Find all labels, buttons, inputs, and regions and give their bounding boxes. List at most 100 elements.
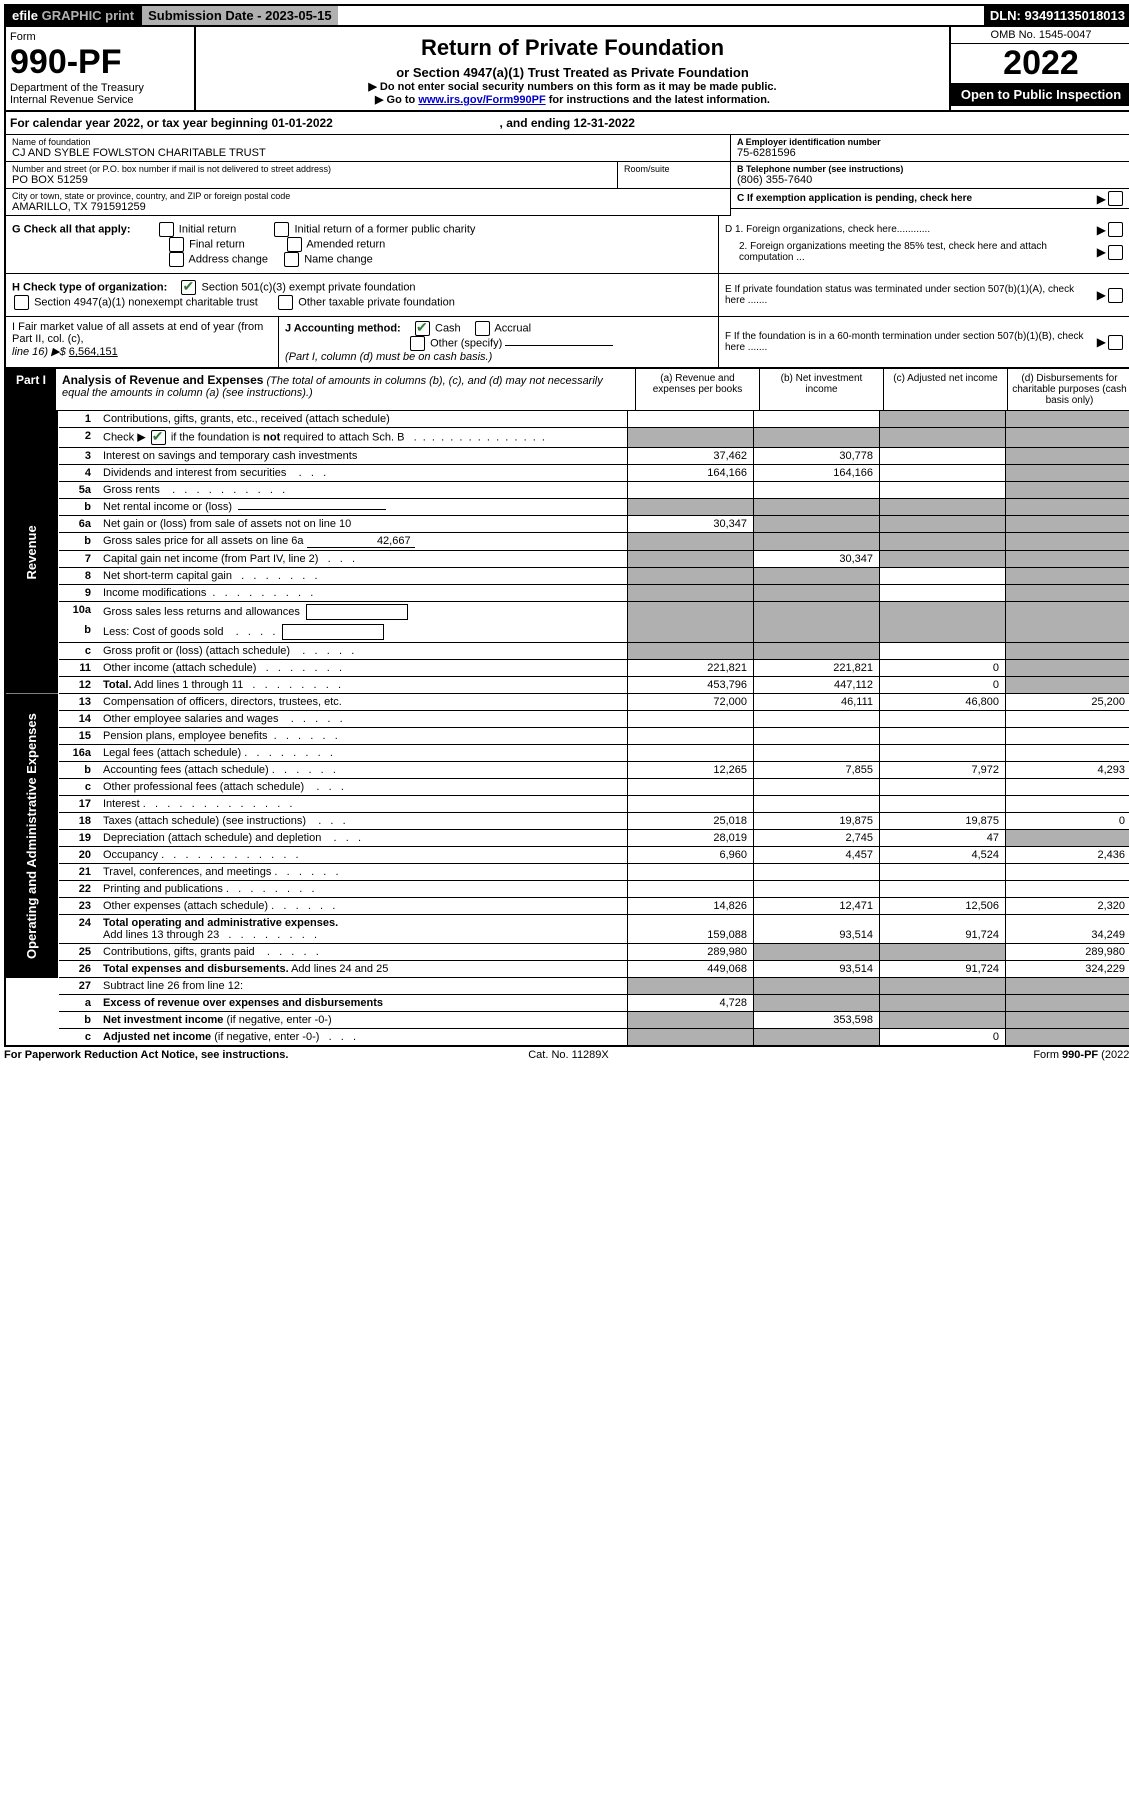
table-cell: 4,524 <box>880 847 1006 864</box>
table-row: 18Taxes (attach schedule) (see instructi… <box>5 813 1129 830</box>
table-row: 3Interest on savings and temporary cash … <box>5 448 1129 465</box>
table-cell <box>880 448 1006 465</box>
table-cell: 221,821 <box>754 660 880 677</box>
name-label: Name of foundation <box>12 137 724 147</box>
h-501c3-checkbox[interactable] <box>181 280 196 295</box>
table-cell <box>1006 660 1129 677</box>
table-cell: Total expenses and disbursements. Add li… <box>99 961 628 978</box>
exemption-label: C If exemption application is pending, c… <box>737 193 1097 204</box>
table-cell: 1 <box>59 411 99 428</box>
table-cell: 7,855 <box>754 762 880 779</box>
f-label: F If the foundation is in a 60-month ter… <box>725 331 1097 353</box>
form-link[interactable]: www.irs.gov/Form990PF <box>418 94 545 106</box>
addr-cell: Number and street (or P.O. box number if… <box>6 162 618 189</box>
calyear-pre: For calendar year 2022, or tax year begi… <box>10 116 271 130</box>
g-label: G Check all that apply: <box>12 223 131 235</box>
j-cash-checkbox[interactable] <box>415 321 430 336</box>
section-g-d: G Check all that apply: Initial return I… <box>4 216 1129 274</box>
h-4947-checkbox[interactable] <box>14 295 29 310</box>
exemption-checkbox[interactable] <box>1108 191 1123 206</box>
table-row: 27Subtract line 26 from line 12: <box>5 978 1129 995</box>
table-cell: 91,724 <box>880 961 1006 978</box>
table-cell <box>628 978 754 995</box>
table-cell: Other employee salaries and wages . . . … <box>99 711 628 728</box>
table-cell: 30,347 <box>754 551 880 568</box>
table-cell <box>880 864 1006 881</box>
table-cell <box>754 643 880 660</box>
table-row: cOther professional fees (attach schedul… <box>5 779 1129 796</box>
city-label: City or town, state or province, country… <box>12 191 724 201</box>
i-label: I Fair market value of all assets at end… <box>12 321 263 345</box>
table-cell <box>880 516 1006 533</box>
table-cell: Contributions, gifts, grants paid . . . … <box>99 944 628 961</box>
table-row: 15Pension plans, employee benefits . . .… <box>5 728 1129 745</box>
d1-checkbox[interactable] <box>1108 222 1123 237</box>
table-cell <box>628 1012 754 1029</box>
table-cell <box>1006 622 1129 643</box>
footer-left: For Paperwork Reduction Act Notice, see … <box>4 1049 380 1061</box>
note-2-post: for instructions and the latest informat… <box>546 94 770 106</box>
efile-prefix: efile <box>12 8 38 23</box>
table-cell: 93,514 <box>754 961 880 978</box>
table-cell: c <box>59 1029 99 1046</box>
table-cell: Check ▶ if the foundation is not require… <box>99 428 628 448</box>
table-cell: 8 <box>59 568 99 585</box>
table-cell <box>1006 779 1129 796</box>
h-other-checkbox[interactable] <box>278 295 293 310</box>
table-cell <box>880 643 1006 660</box>
table-cell: 447,112 <box>754 677 880 694</box>
table-cell: 25,200 <box>1006 694 1129 711</box>
table-cell: 2,745 <box>754 830 880 847</box>
table-cell: 25 <box>59 944 99 961</box>
section-g: G Check all that apply: Initial return I… <box>6 216 718 273</box>
efile-suffix: GRAPHIC print <box>38 8 134 23</box>
e-checkbox[interactable] <box>1108 288 1123 303</box>
table-cell <box>754 881 880 898</box>
g-name-checkbox[interactable] <box>284 252 299 267</box>
g-initial-former-checkbox[interactable] <box>274 222 289 237</box>
table-cell: Compensation of officers, directors, tru… <box>99 694 628 711</box>
table-cell <box>1006 728 1129 745</box>
table-cell: 7 <box>59 551 99 568</box>
table-cell <box>1006 881 1129 898</box>
ein-label: A Employer identification number <box>737 137 1125 147</box>
h-501c3: Section 501(c)(3) exempt private foundat… <box>202 281 416 293</box>
table-cell <box>880 585 1006 602</box>
table-cell: Accounting fees (attach schedule) . . . … <box>99 762 628 779</box>
table-row: 12Total. Add lines 1 through 11 . . . . … <box>5 677 1129 694</box>
j-other-checkbox[interactable] <box>410 336 425 351</box>
table-cell: Net short-term capital gain . . . . . . … <box>99 568 628 585</box>
table-cell <box>628 622 754 643</box>
table-cell: 22 <box>59 881 99 898</box>
j-other-input[interactable] <box>505 345 613 346</box>
d2-checkbox[interactable] <box>1108 245 1123 260</box>
g-amended-checkbox[interactable] <box>287 237 302 252</box>
table-cell <box>1006 551 1129 568</box>
j-accrual-checkbox[interactable] <box>475 321 490 336</box>
table-cell: c <box>59 643 99 660</box>
table-cell: 10a <box>59 602 99 623</box>
table-cell <box>754 745 880 762</box>
f-checkbox[interactable] <box>1108 335 1123 350</box>
table-cell: 9 <box>59 585 99 602</box>
table-cell <box>754 944 880 961</box>
table-cell <box>1006 830 1129 847</box>
g-final-checkbox[interactable] <box>169 237 184 252</box>
side-label: Revenue <box>5 411 59 694</box>
table-cell: 11 <box>59 660 99 677</box>
table-cell <box>1006 1029 1129 1046</box>
fmv-value: 6,564,151 <box>69 346 118 358</box>
table-cell: 17 <box>59 796 99 813</box>
table-cell: Other professional fees (attach schedule… <box>99 779 628 796</box>
g-initial-checkbox[interactable] <box>159 222 174 237</box>
table-cell: 16a <box>59 745 99 762</box>
table-cell <box>628 711 754 728</box>
g-address-checkbox[interactable] <box>169 252 184 267</box>
table-row: 6aNet gain or (loss) from sale of assets… <box>5 516 1129 533</box>
table-cell: Other expenses (attach schedule) . . . .… <box>99 898 628 915</box>
table-cell: Income modifications . . . . . . . . . <box>99 585 628 602</box>
table-cell: 2,436 <box>1006 847 1129 864</box>
table-cell: 15 <box>59 728 99 745</box>
table-cell <box>1006 1012 1129 1029</box>
phone-cell: B Telephone number (see instructions) (8… <box>731 162 1129 189</box>
